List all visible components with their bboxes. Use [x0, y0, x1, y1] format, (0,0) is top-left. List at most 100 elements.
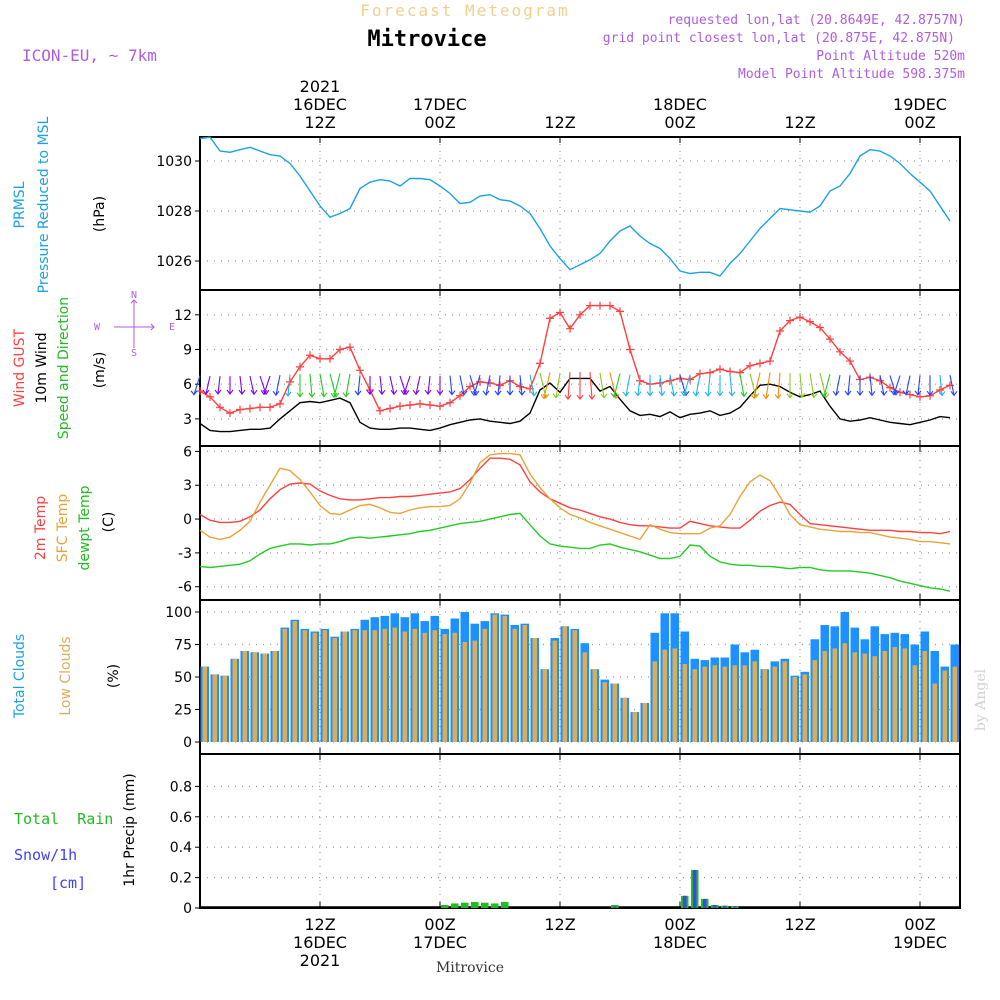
wind-ylabel-gust: Wind GUST: [12, 328, 28, 407]
compass-w: W: [94, 322, 101, 333]
low-cloud-bar: [392, 627, 397, 742]
pressure-ylabel-unit: (hPa): [92, 196, 108, 232]
low-cloud-bar: [532, 638, 537, 742]
pressure-panel: PRMSL Pressure Reduced to MSL (hPa): [12, 116, 108, 293]
wind-arrow-head: [926, 390, 934, 396]
legend-total-rain: Total Rain: [14, 810, 113, 828]
wind-arrow-head: [704, 391, 712, 397]
low-cloud-bar: [272, 651, 277, 742]
compass-n: N: [131, 290, 137, 301]
low-cloud-bar: [822, 651, 827, 742]
wind-gust-marker: [346, 343, 354, 352]
wind-arrow: [287, 374, 291, 397]
wind-gust-marker: [276, 399, 284, 408]
wind-arrow-head: [682, 390, 690, 397]
model-label: ICON-EU, ~ 7km: [22, 46, 157, 65]
low-cloud-bar: [472, 640, 477, 742]
wind-arrow: [869, 375, 873, 396]
snow-bar: [683, 895, 687, 908]
y-tick-label: 6: [183, 444, 192, 460]
low-cloud-bar: [902, 648, 907, 742]
wind-direction-arrows: [190, 371, 958, 400]
wind-arrow-head: [436, 389, 444, 396]
low-cloud-bar: [712, 665, 717, 742]
wind-gust-marker: [606, 301, 614, 310]
y-tick-label: 0.6: [170, 810, 192, 826]
wind-arrow: [193, 375, 201, 395]
rain-bar: [451, 903, 459, 908]
wind-arrow-head: [250, 389, 258, 396]
wind-arrow: [263, 375, 271, 395]
low-cloud-bar: [332, 638, 337, 742]
low-cloud-bar: [612, 683, 617, 742]
low-cloud-bar: [562, 626, 567, 742]
wind-arrow-head: [856, 390, 864, 396]
wind-arrow-head: [332, 392, 340, 398]
wind-arrow-head: [892, 390, 900, 396]
low-cloud-bar: [322, 630, 327, 742]
wind-arrow-head: [576, 394, 584, 400]
wind-arrow: [939, 374, 943, 396]
low-cloud-bar: [422, 632, 427, 742]
wind-arrow-head: [506, 390, 514, 396]
wind-arrow: [695, 374, 701, 396]
wind-gust-marker: [666, 376, 674, 385]
wind-gust-marker: [826, 335, 834, 344]
rain-bar: [501, 901, 509, 908]
wind-arrow: [777, 372, 781, 399]
rain-bar: [481, 902, 489, 908]
wind-arrow-head: [342, 392, 350, 398]
wind-gust-marker: [596, 301, 604, 310]
low-cloud-bar: [932, 683, 937, 742]
wind-gust-marker: [586, 301, 594, 310]
wind-gust-marker: [246, 404, 254, 413]
wind-arrow-head: [564, 394, 572, 400]
compass-s: S: [131, 348, 137, 359]
low-cloud-bar: [782, 661, 787, 742]
y-tick-label: 0.4: [170, 840, 192, 856]
low-cloud-bar: [292, 621, 297, 742]
top-time-label: 19DEC: [893, 95, 947, 114]
low-cloud-bar: [942, 670, 947, 742]
wind-arrow-head: [634, 391, 642, 397]
wind-arrow-head: [902, 390, 910, 396]
legend-snow-unit: [cm]: [50, 874, 86, 892]
wind-arrow-head: [540, 394, 548, 400]
wind-arrow-head: [810, 393, 818, 399]
wind-arrow-head: [600, 393, 608, 399]
low-cloud-bar: [402, 631, 407, 742]
bottom-time-label: 16DEC: [293, 933, 347, 952]
wind-gust-marker: [326, 354, 334, 363]
wind-arrow-head: [762, 394, 770, 400]
wind-arrow-head: [820, 392, 828, 398]
low-cloud-bar: [232, 658, 237, 742]
rain-bar: [471, 901, 479, 908]
low-cloud-bar: [952, 666, 957, 742]
wind-gust-marker: [466, 382, 474, 391]
wind-gust-marker: [836, 347, 844, 356]
low-cloud-bar: [582, 652, 587, 742]
clouds-ylabel-low: Low Clouds: [58, 636, 74, 715]
low-cloud-bar: [732, 665, 737, 742]
wind-arrow: [707, 374, 711, 397]
wind-arrow-head: [914, 390, 922, 396]
top-time-label: 00Z: [424, 113, 455, 132]
wind-gust-marker: [516, 382, 524, 391]
low-cloud-bar: [872, 656, 877, 742]
wind-arrow-head: [530, 391, 538, 397]
wind-gust-series: [196, 301, 954, 418]
wind-arrow-head: [260, 389, 268, 396]
wind-arrow: [497, 375, 501, 395]
y-tick-label: 6: [183, 377, 192, 393]
wind-gust-marker: [496, 381, 504, 390]
y-tick-label: 25: [174, 703, 192, 719]
rain-bar: [491, 903, 499, 908]
location-title: Mitrovice: [367, 27, 486, 52]
wind-arrow: [739, 374, 745, 397]
wind-arrow: [415, 375, 421, 395]
temp-ylabel-dew: dewpt Temp: [77, 485, 93, 570]
wind-arrow: [357, 375, 361, 395]
low-cloud-bar: [672, 648, 677, 742]
wind-gust-marker: [386, 404, 394, 413]
